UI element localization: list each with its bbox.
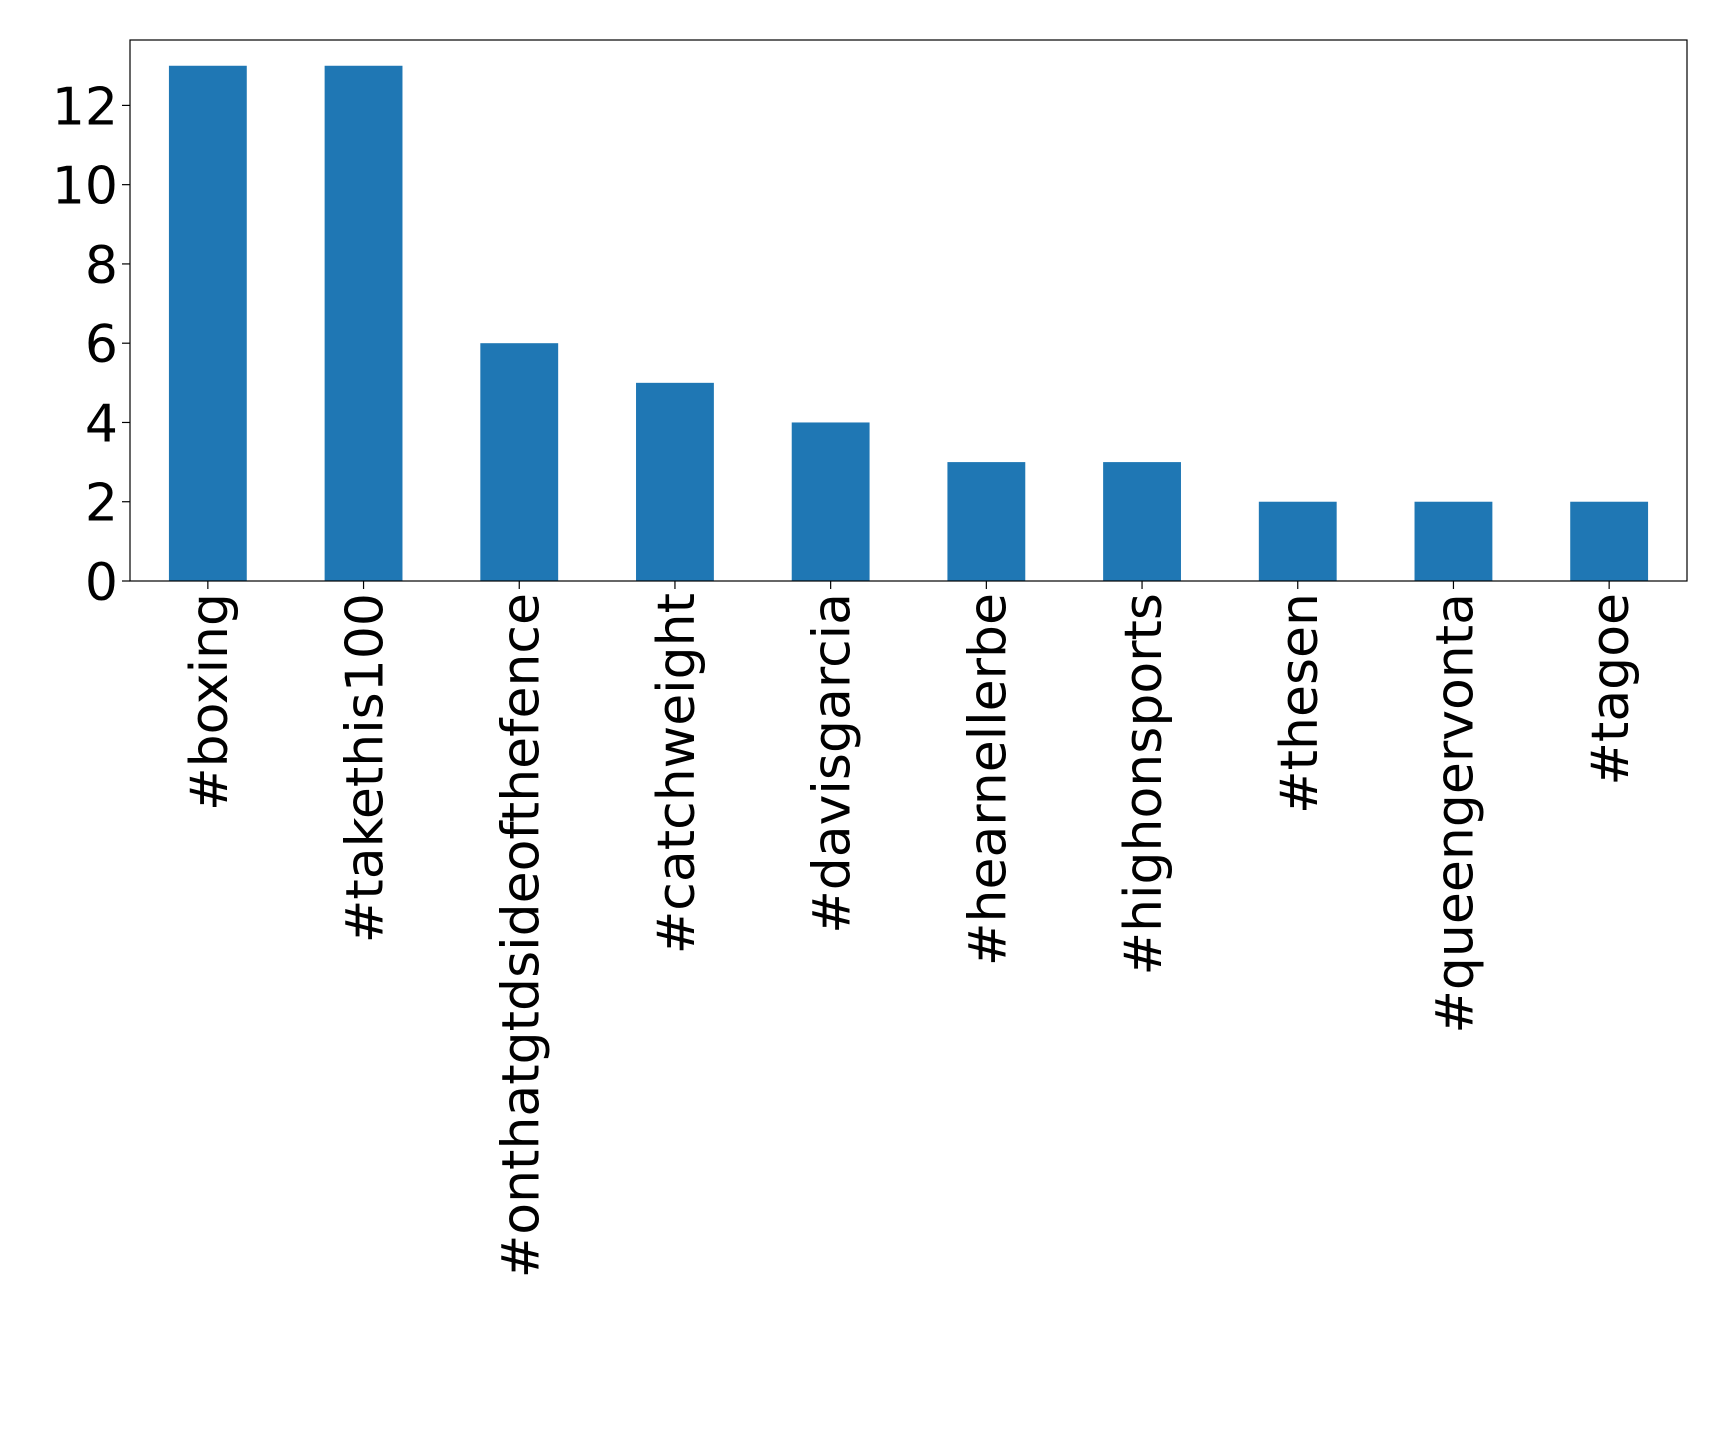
x-tick-label: #onthatgtdsideofthefence — [491, 593, 551, 1278]
x-tick-label: #hearnellerbe — [958, 593, 1018, 966]
plot-frame — [129, 39, 1688, 582]
x-tick-label: #highonsports — [1114, 593, 1174, 975]
x-tick-label: #takethis100 — [336, 593, 396, 943]
y-tick-label: 10 — [52, 157, 118, 217]
y-tick-label: 8 — [85, 236, 118, 296]
x-tick-label: #tagoe — [1581, 593, 1641, 786]
y-tick-label: 2 — [85, 474, 118, 534]
x-tick-label: #davisgarcia — [803, 593, 863, 934]
y-tick-label: 6 — [85, 315, 118, 375]
bar — [1103, 462, 1181, 581]
bar — [1570, 501, 1649, 581]
x-tick-label: #catchweight — [647, 593, 707, 954]
bar — [324, 65, 403, 581]
bar — [480, 343, 559, 581]
bar — [168, 65, 247, 581]
y-tick-label: 4 — [85, 394, 118, 454]
bar — [636, 382, 714, 581]
y-tick-label: 0 — [85, 553, 118, 613]
y-tick-label: 12 — [52, 77, 118, 137]
bar — [1414, 501, 1493, 581]
x-tick-label: #queengervonta — [1425, 593, 1485, 1034]
x-tick-label: #boxing — [180, 593, 240, 811]
bar — [791, 422, 870, 581]
x-tick-label: #thesen — [1270, 593, 1330, 814]
bar — [947, 462, 1026, 581]
bar — [1258, 501, 1337, 581]
